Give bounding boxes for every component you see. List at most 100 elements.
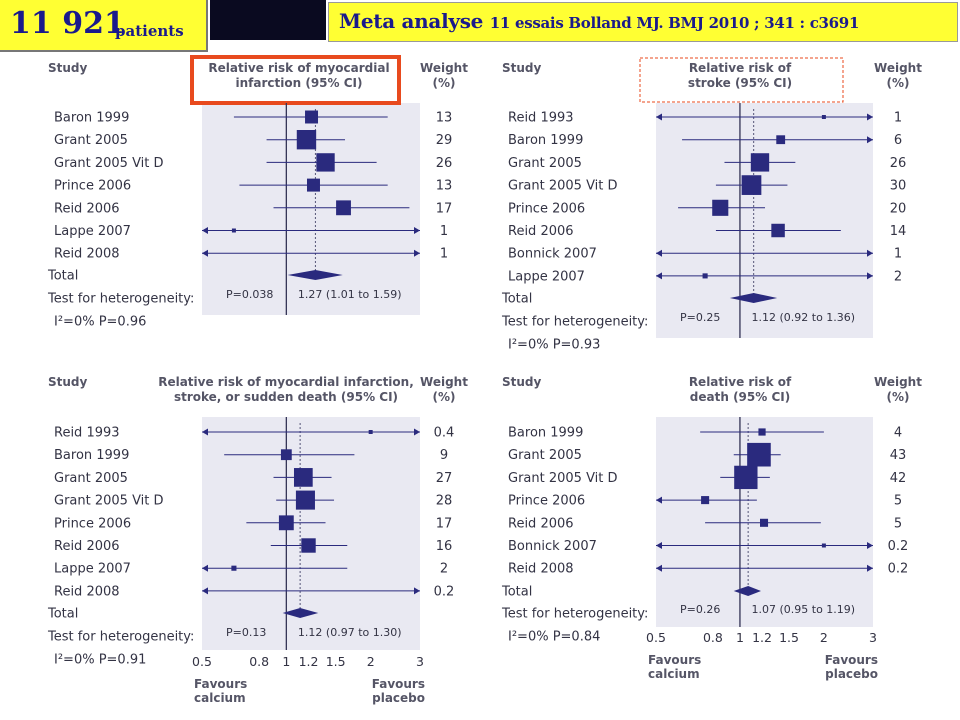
point-estimate-square [741,175,762,195]
study-name: Grant 2005 [54,471,128,486]
i-squared-stat: I²=0% P=0.96 [54,315,146,330]
total-diamond [287,270,343,280]
study-weight: 6 [894,133,902,148]
study-weight: 0.2 [434,584,455,599]
study-name: Grant 2005 Vit D [508,179,618,194]
study-name: Reid 2008 [508,562,574,577]
point-estimate-square [295,490,315,510]
study-name: Grant 2005 [508,448,582,463]
weight-header-line1: Weight [420,375,468,389]
study-weight: 13 [436,179,453,194]
ci-arrow-left [202,564,208,572]
study-name: Grant 2005 Vit D [54,494,164,509]
favours-right-line1: Favours [372,677,425,691]
point-estimate-square [750,153,770,172]
point-estimate-square [701,496,710,505]
study-header: Study [502,61,542,75]
study-weight: 27 [436,471,453,486]
point-estimate-square [306,178,320,192]
ci-arrow-left [656,496,662,504]
study-weight: 0.4 [434,426,455,441]
favours-left-line2: calcium [648,667,700,681]
favours-right-line1: Favours [825,653,878,667]
weight-header-line1: Weight [874,375,922,389]
plot-panel-bg [202,417,420,650]
ci-arrow-right [414,587,420,595]
study-weight: 9 [440,448,448,463]
total-label: Total [47,269,78,284]
patient-count: 11 921 [10,6,125,41]
point-estimate-square [771,223,785,238]
effect-header-line2: stroke (95% CI) [688,76,792,90]
study-name: Prince 2006 [54,516,131,531]
study-name: Grant 2005 [54,133,128,148]
x-tick-label: 3 [416,654,424,669]
study-header: Study [502,375,542,389]
study-header: Study [48,61,88,75]
study-weight: 28 [436,494,453,509]
point-estimate-square [758,428,766,436]
study-name: Reid 1993 [54,426,120,441]
effect-header-line2: infarction (95% CI) [236,76,363,90]
study-name: Grant 2005 Vit D [508,471,618,486]
study-weight: 20 [890,201,907,216]
highlight-box-dashed [639,57,844,103]
study-name: Reid 2008 [54,247,120,262]
ci-arrow-left [202,227,208,234]
weight-header-line1: Weight [874,61,922,75]
total-label: Total [501,585,532,600]
study-name: Lappe 2007 [508,269,585,284]
favours-right-line2: placebo [372,691,425,705]
ci-arrow-right [867,249,873,257]
ci-arrow-right [867,113,873,121]
study-weight: 1 [894,111,902,126]
heterogeneity-label: Test for heterogeneity: [47,292,194,307]
pooled-estimate-text: 1.12 (0.92 to 1.36) [751,311,855,324]
overall-p-value: P=0.038 [226,288,273,301]
reference-text: Meta analyse 11 essais Bolland MJ. BMJ 2… [339,9,859,33]
study-name: Lappe 2007 [54,562,131,577]
study-name: Baron 1999 [508,133,583,148]
pooled-estimate-text: 1.12 (0.97 to 1.30) [298,626,402,639]
pooled-estimate-text: 1.27 (1.01 to 1.59) [298,288,402,301]
study-weight: 29 [436,133,453,148]
point-estimate-square [296,130,317,150]
overall-p-value: P=0.25 [680,311,720,324]
patients-banner: 11 921 patients [0,0,208,52]
reference-main: Meta analyse [339,9,484,33]
ci-arrow-left [656,249,662,257]
ci-arrow-right [414,227,420,234]
effect-header-line1: Relative risk of [689,375,792,389]
overall-p-value: P=0.26 [680,603,720,616]
i-squared-stat: I²=0% P=0.84 [508,630,600,645]
point-estimate-square [368,430,373,434]
effect-header-line2: death (95% CI) [690,390,790,404]
study-name: Reid 2006 [508,224,574,239]
study-weight: 16 [436,539,453,554]
heterogeneity-label: Test for heterogeneity: [501,607,648,622]
study-weight: 0.2 [888,539,909,554]
total-diamond [733,586,762,596]
study-weight: 1 [894,247,902,262]
study-name: Prince 2006 [54,179,131,194]
study-name: Lappe 2007 [54,224,131,239]
total-diamond [729,293,778,303]
effect-header-line2: stroke, or sudden death (95% CI) [174,390,398,404]
study-weight: 5 [894,516,902,531]
x-tick-label: 1.2 [299,654,319,669]
study-weight: 42 [890,471,907,486]
study-weight: 17 [436,201,453,216]
study-weight: 26 [436,156,453,171]
ci-arrow-left [656,113,662,121]
total-diamond [282,608,319,618]
point-estimate-square [760,518,769,527]
favours-left-line1: Favours [194,677,247,691]
weight-header-line2: (%) [433,390,456,404]
header-dark-strip [210,0,326,40]
point-estimate-square [776,135,786,145]
i-squared-stat: I²=0% P=0.93 [508,338,600,353]
x-tick-label: 1.2 [752,630,772,645]
ci-arrow-right [867,272,873,280]
reference-banner: Meta analyse 11 essais Bolland MJ. BMJ 2… [328,2,958,42]
i-squared-stat: I²=0% P=0.91 [54,653,146,668]
